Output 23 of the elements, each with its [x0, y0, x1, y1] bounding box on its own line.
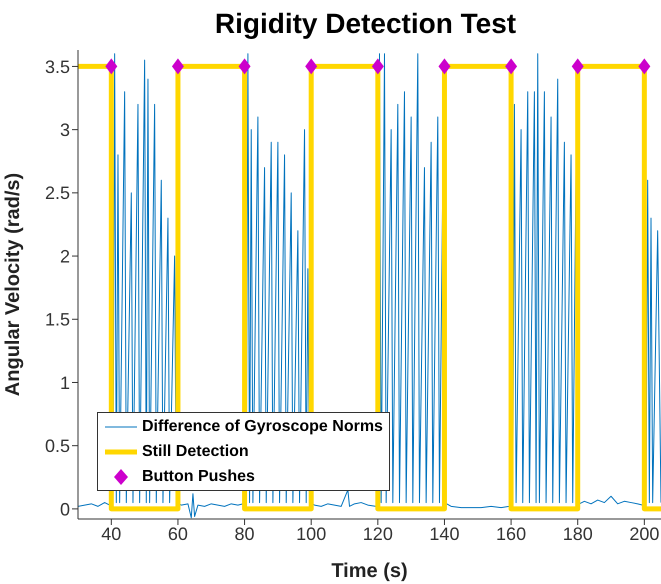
x-tick-label: 60: [168, 524, 188, 544]
y-tick-label: 0: [60, 499, 70, 520]
x-tick-label: 200: [629, 524, 660, 544]
legend-label: Button Pushes: [142, 468, 255, 486]
x-tick-label: 180: [562, 524, 593, 544]
y-axis-title: Angular Velocity (rad/s): [2, 172, 24, 396]
chart-title: Rigidity Detection Test: [214, 8, 518, 40]
y-tick-label: 2: [60, 246, 70, 266]
y-tick-label: 2.5: [44, 183, 70, 204]
x-tick-label: 120: [362, 524, 393, 544]
x-tick-label: 140: [429, 524, 460, 544]
x-tick-label: 160: [496, 524, 526, 544]
legend-label: Difference of Gyroscope Norms: [142, 418, 383, 436]
y-tick-label: 3.5: [44, 56, 70, 77]
x-tick-label: 100: [296, 524, 326, 544]
y-tick-label: 3: [60, 120, 70, 140]
y-tick-label: 1.5: [44, 310, 70, 330]
y-tick-label: 0.5: [44, 436, 70, 456]
x-tick-label: 80: [234, 524, 255, 544]
x-tick-label: 40: [101, 524, 122, 544]
legend-label: Still Detection: [142, 442, 249, 460]
x-axis-title: Time (s): [331, 560, 408, 582]
y-tick-label: 1: [60, 372, 70, 393]
